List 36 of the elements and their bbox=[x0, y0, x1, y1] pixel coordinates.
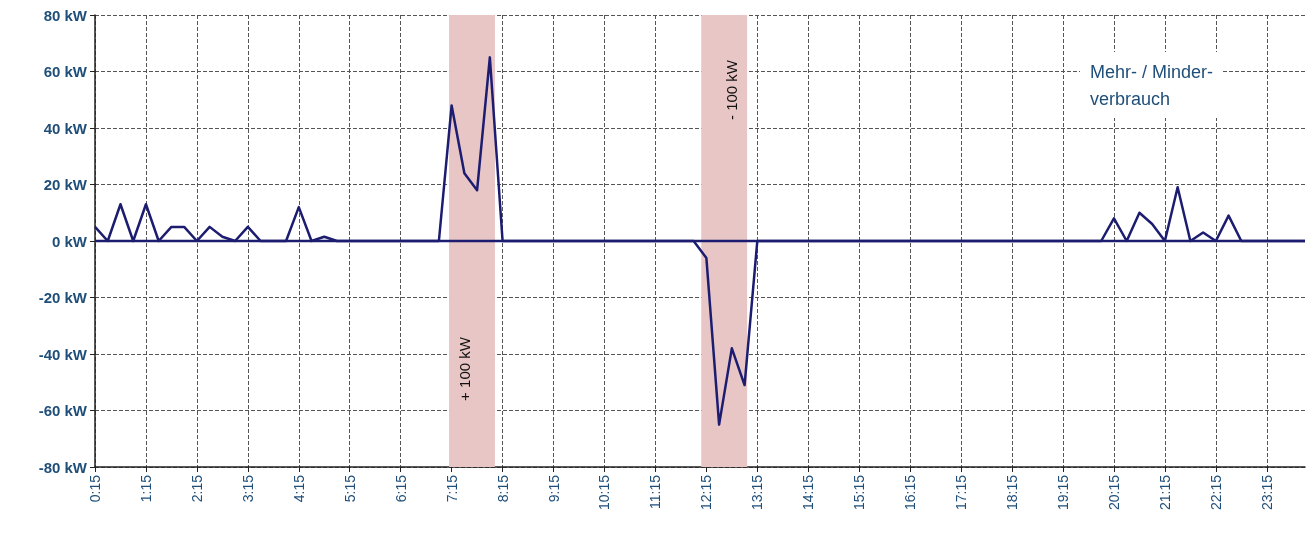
x-tick-label: 2:15 bbox=[188, 474, 205, 503]
x-tick-label: 9:15 bbox=[545, 474, 562, 503]
x-tick-label: 7:15 bbox=[443, 474, 460, 503]
x-tick-label: 5:15 bbox=[341, 474, 358, 503]
y-tick-label: 0 kW bbox=[51, 232, 88, 250]
x-tick-label: 16:15 bbox=[902, 474, 919, 511]
band-label: - 100 kW bbox=[723, 59, 741, 121]
y-tick-label: 40 kW bbox=[43, 119, 88, 137]
x-tick-label: 11:15 bbox=[647, 474, 664, 509]
x-tick-label: 22:15 bbox=[1207, 474, 1224, 511]
y-tick-label: -20 kW bbox=[38, 289, 88, 306]
x-tick-label: 19:15 bbox=[1055, 474, 1071, 511]
x-tick-label: 18:15 bbox=[1004, 474, 1021, 511]
y-tick-label: 60 kW bbox=[43, 63, 88, 80]
x-tick-label: 8:15 bbox=[494, 474, 511, 503]
x-tick-label: 17:15 bbox=[953, 474, 970, 511]
x-tick-label: 6:15 bbox=[392, 474, 409, 503]
x-tick-label: 1:15 bbox=[137, 474, 154, 503]
x-tick-label: 10:15 bbox=[596, 474, 613, 511]
x-tick-label: 23:15 bbox=[1258, 474, 1275, 511]
x-tick-label: 21:15 bbox=[1156, 474, 1173, 511]
y-tick-label: -60 kW bbox=[38, 402, 88, 419]
x-tick-label: 14:15 bbox=[800, 474, 817, 511]
y-tick-label: -80 kW bbox=[38, 458, 88, 476]
x-tick-label: 4:15 bbox=[290, 474, 307, 503]
y-tick-label: -40 kW bbox=[38, 345, 88, 363]
x-tick-label: 3:15 bbox=[239, 474, 256, 503]
x-tick-label: 15:15 bbox=[851, 474, 868, 511]
y-tick-label: 80 kW bbox=[43, 6, 88, 24]
annotation: Mehr- / Minder- verbrauch bbox=[1089, 61, 1214, 109]
x-tick-label: 12:15 bbox=[698, 474, 715, 511]
y-tick-label: 20 kW bbox=[43, 176, 88, 193]
x-tick-label: 13:15 bbox=[749, 474, 766, 511]
band-label: + 100 kW bbox=[456, 336, 474, 401]
x-tick-label: 20:15 bbox=[1105, 474, 1122, 511]
x-tick-label: 0:15 bbox=[87, 474, 103, 503]
